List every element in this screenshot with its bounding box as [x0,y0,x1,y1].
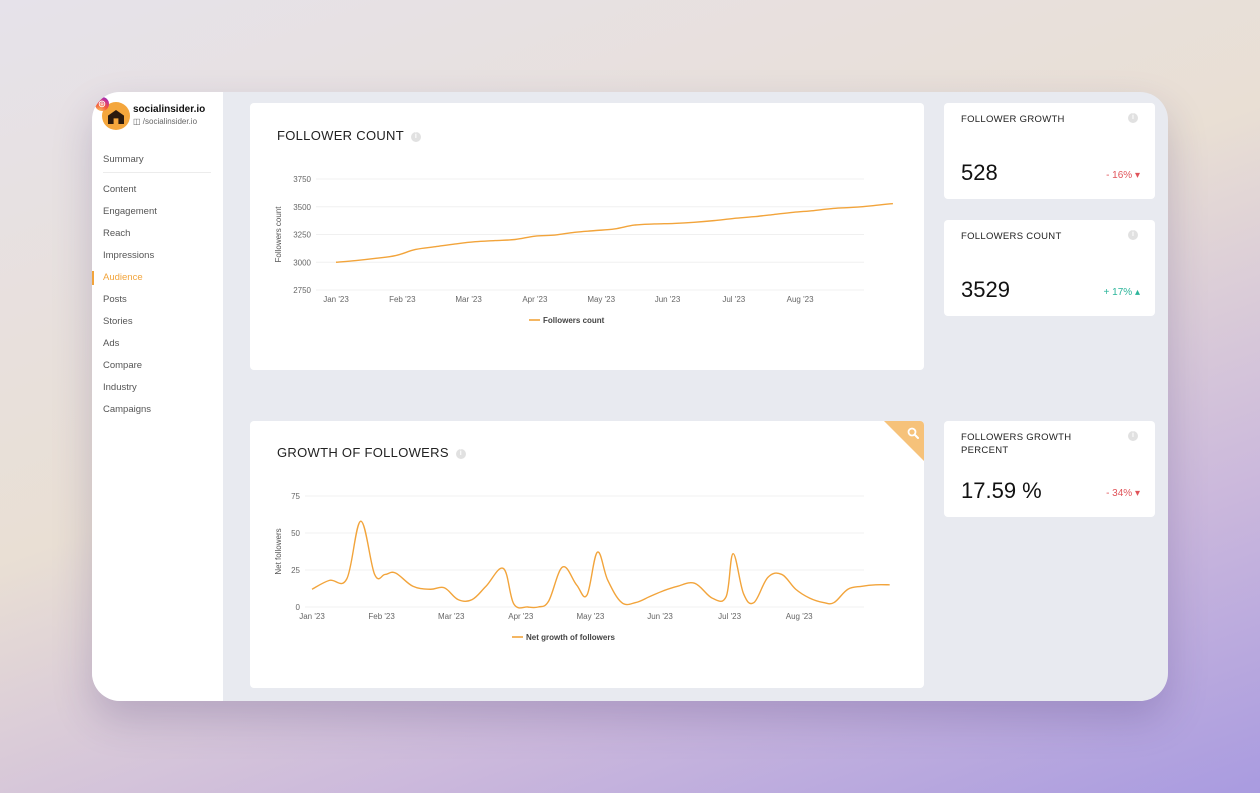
sidebar-item-audience[interactable]: Audience [92,267,223,289]
search-icon [907,427,919,439]
stat-value: 3529 [961,277,1010,302]
profile-handle: ◫ /socialinsider.io [133,117,197,126]
caret-down-icon: ▾ [1134,170,1140,181]
sidebar-nav: Summary Content Engagement Reach Impression… [92,149,223,421]
x-tick-label: Jun '23 [655,295,681,304]
follower-count-title: FOLLOWER COUNT [277,128,404,143]
growth-title-wrap: GROWTH OF FOLLOWERS i [277,445,466,460]
stat-card-follower-growth: FOLLOWER GROWTH i 528 - 16% ▾ [944,103,1155,199]
stat-delta-text: - 16% [1106,170,1133,181]
x-tick-label: Jul '23 [722,295,745,304]
stat-delta-text: - 34% [1106,488,1133,499]
stat-delta: + 17% ▴ [1104,287,1140,298]
x-tick-label: Aug '23 [786,612,813,621]
stat-title: FOLLOWERS GROWTH PERCENT [961,432,1072,456]
x-tick-label: Jul '23 [718,612,741,621]
x-tick-label: Mar '23 [438,612,465,621]
caret-down-icon: ▾ [1134,488,1140,499]
stat-title: FOLLOWER GROWTH [961,114,1065,125]
sidebar-item-posts[interactable]: Posts [103,294,127,305]
y-tick-label: 3500 [293,203,311,212]
follower-count-card: FOLLOWER COUNT i 3750 3500 3250 3000 2750 Jan … [250,103,924,370]
sidebar-item-engagement[interactable]: Engagement [103,206,157,217]
y-axis-label: Followers count [274,206,283,263]
sidebar-item-reach[interactable]: Reach [103,228,131,239]
stat-card-followers-count: FOLLOWERS COUNT i 3529 + 17% ▴ [944,220,1155,316]
growth-of-followers-card: GROWTH OF FOLLOWERS i 75 50 25 0 Jan '23 Feb '… [250,421,924,688]
profile-handle-text: /socialinsider.io [142,117,198,126]
instagram-small-icon: ◫ [133,117,143,126]
stat-value: 528 [961,160,998,185]
follower-count-title-wrap: FOLLOWER COUNT i [277,128,421,143]
legend-label[interactable]: Followers count [543,316,605,325]
y-tick-label: 50 [291,529,300,538]
sidebar-item-impressions[interactable]: Impressions [103,250,155,261]
series-line[interactable] [311,520,890,609]
stat-value: 17.59 % [961,478,1042,503]
sidebar-item-ads[interactable]: Ads [103,338,120,349]
x-tick-label: May '23 [587,295,615,304]
info-icon[interactable]: i [1128,230,1138,240]
x-tick-label: Apr '23 [508,612,534,621]
stat-delta: - 34% ▾ [1106,488,1140,499]
y-tick-label: 3250 [293,231,311,240]
y-tick-label: 2750 [293,286,311,295]
y-axis-label: Net followers [274,528,283,574]
x-tick-label: Apr '23 [522,295,548,304]
sidebar-nav-list: Content Engagement Reach Impressions Audienc… [92,179,223,421]
stat-title: FOLLOWERS COUNT [961,231,1062,242]
series-line[interactable] [335,202,893,263]
stat-delta: - 16% ▾ [1106,170,1140,181]
y-tick-label: 25 [291,566,300,575]
x-tick-label: May '23 [577,612,605,621]
info-icon[interactable]: i [410,131,421,142]
stat-card-followers-growth-percent: FOLLOWERS GROWTH PERCENT i 17.59 % - 34%… [944,421,1155,517]
info-icon[interactable]: i [1128,113,1138,123]
profile-header[interactable]: ◎ socialinsider.io ◫ /socialinsider.io [95,97,222,132]
instagram-icon: ◎ [95,97,109,111]
house-logo-icon [108,110,124,124]
sidebar: ◎ socialinsider.io ◫ /socialinsider.io S… [92,92,223,701]
app-window: ◎ socialinsider.io ◫ /socialinsider.io S… [92,92,1168,701]
x-tick-label: Jan '23 [323,295,349,304]
info-icon[interactable]: i [1128,431,1138,441]
x-tick-label: Feb '23 [389,295,416,304]
x-tick-label: Mar '23 [455,295,482,304]
sidebar-item-content[interactable]: Content [103,184,137,195]
x-tick-label: Jan '23 [299,612,325,621]
info-icon[interactable]: i [455,448,466,459]
sidebar-item-stories[interactable]: Stories [103,316,133,327]
y-tick-label: 75 [291,492,300,501]
sidebar-item-compare[interactable]: Compare [103,360,143,371]
sidebar-item-campaigns[interactable]: Campaigns [103,404,152,415]
y-tick-label: 3000 [293,258,311,267]
avatar [102,102,130,130]
stat-delta-text: + 17% [1103,287,1133,298]
sidebar-item-industry[interactable]: Industry [103,382,137,393]
x-tick-label: Aug '23 [787,295,814,304]
y-tick-label: 0 [296,603,301,612]
sidebar-item-summary[interactable]: Summary [103,154,144,165]
x-tick-label: Feb '23 [368,612,395,621]
caret-up-icon: ▴ [1134,287,1140,298]
follower-count-chart: 3750 3500 3250 3000 2750 Jan '23 Feb '23 Mar '2… [274,175,893,325]
y-tick-label: 3750 [293,175,311,184]
profile-name: socialinsider.io [133,104,206,115]
legend-label[interactable]: Net growth of followers [526,633,615,642]
x-tick-label: Jun '23 [647,612,673,621]
growth-of-followers-title: GROWTH OF FOLLOWERS [277,445,449,460]
nav-divider [103,172,211,173]
